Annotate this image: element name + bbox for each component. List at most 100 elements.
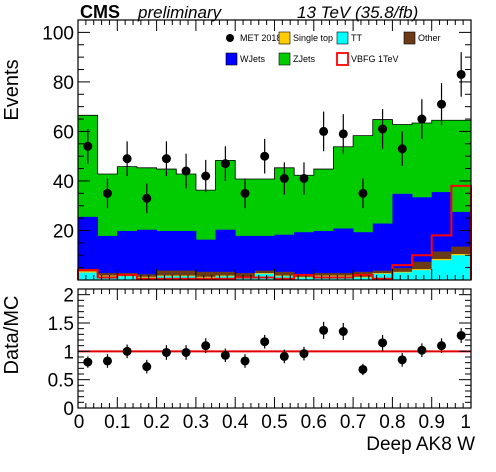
ratio-point-0 bbox=[83, 357, 93, 367]
data-point-5 bbox=[181, 166, 191, 176]
data-point-0 bbox=[83, 141, 93, 151]
stack-bar-tt-11 bbox=[294, 277, 315, 280]
top-ylabel: Events bbox=[1, 59, 23, 120]
legend-label-met-2018: MET 2018 bbox=[240, 33, 281, 43]
signal-line bbox=[77, 184, 472, 280]
x-axis-title: Deep AK8 W bbox=[366, 434, 475, 455]
legend-swatch-wjets bbox=[225, 52, 238, 66]
stack-bar-wjets-3 bbox=[136, 229, 157, 280]
stack-bar-tt-0 bbox=[78, 272, 99, 280]
ratio-xtick-label-0.4: 0.4 bbox=[222, 412, 249, 433]
ratio-xtick-label-0.7: 0.7 bbox=[340, 412, 366, 433]
legend-marker-met-2018 bbox=[226, 34, 234, 42]
stack-bar-wjets-8 bbox=[235, 235, 256, 280]
data-point-12 bbox=[319, 126, 329, 136]
ratio-ytick-label-2: 2 bbox=[63, 286, 74, 307]
stack-bar-wjets-12 bbox=[313, 230, 334, 280]
data-point-13 bbox=[338, 129, 348, 139]
stack-bar-tt-14 bbox=[353, 277, 374, 280]
ratio-point-4 bbox=[161, 347, 171, 357]
data-point-8 bbox=[240, 188, 250, 198]
ratio-point-16 bbox=[397, 355, 407, 365]
data-point-11 bbox=[299, 173, 309, 183]
data-point-18 bbox=[437, 99, 447, 109]
top-ytick-label-60: 60 bbox=[53, 122, 74, 143]
stack-bar-wjets-6 bbox=[195, 239, 216, 280]
ratio-point-11 bbox=[299, 349, 309, 359]
ratio-xtick-label-0.2: 0.2 bbox=[143, 412, 169, 433]
data-point-7 bbox=[220, 159, 230, 169]
ratio-xtick-label-0.6: 0.6 bbox=[301, 412, 327, 433]
stack-bar-wjets-2 bbox=[117, 230, 138, 280]
stack-bar-tt-18 bbox=[431, 260, 452, 280]
data-point-1 bbox=[102, 188, 112, 198]
ratio-point-15 bbox=[378, 338, 388, 348]
data-point-2 bbox=[122, 154, 132, 164]
ratio-point-7 bbox=[220, 350, 230, 360]
ratio-frame bbox=[77, 288, 472, 409]
ratio-point-17 bbox=[417, 345, 427, 355]
bottom-ylabel: Data/MC bbox=[1, 296, 23, 375]
legend-label-wjets: WJets bbox=[240, 54, 266, 64]
ratio-point-2 bbox=[122, 346, 132, 356]
legend-swatch-other bbox=[403, 31, 416, 45]
experiment-label: CMS bbox=[80, 2, 120, 22]
stack-bar-wjets-10 bbox=[274, 234, 295, 280]
legend-label-zjets: ZJets bbox=[293, 54, 316, 64]
ratio-ytick-label-0: 0 bbox=[63, 399, 74, 420]
legend: MET 2018 Single top TT Other WJets ZJets VBFG … bbox=[225, 31, 441, 66]
top-ytick-label-80: 80 bbox=[53, 73, 74, 94]
ratio-point-9 bbox=[260, 337, 270, 347]
ratio-point-5 bbox=[181, 347, 191, 357]
ratio-ytick-label-1: 1 bbox=[63, 342, 74, 363]
ratio-xtick-label-0.3: 0.3 bbox=[183, 412, 209, 433]
ratio-point-6 bbox=[201, 341, 211, 351]
stack-bar-tt-15 bbox=[372, 273, 393, 280]
stack-bar-wjets-7 bbox=[215, 229, 236, 280]
legend-swatch-single-top bbox=[278, 31, 291, 45]
ratio-ytick-label-0.5: 0.5 bbox=[48, 371, 74, 392]
status-label: preliminary bbox=[137, 3, 223, 22]
top-ytick-label-100: 100 bbox=[42, 23, 74, 44]
legend-swatch-vbfg-1tev bbox=[336, 52, 349, 66]
data-point-14 bbox=[358, 188, 368, 198]
ratio-point-3 bbox=[142, 362, 152, 372]
ratio-point-18 bbox=[437, 341, 447, 351]
stack-bar-wjets-5 bbox=[176, 230, 197, 280]
stack-bar-wjets-15 bbox=[372, 223, 393, 280]
legend-label-tt: TT bbox=[351, 33, 362, 43]
data-point-4 bbox=[161, 154, 171, 164]
ratio-point-1 bbox=[102, 356, 112, 366]
ratio-point-10 bbox=[279, 351, 289, 361]
stack-total-outline bbox=[77, 114, 471, 280]
legend-label-single-top: Single top bbox=[293, 33, 333, 43]
ratio-xtick-label-0.5: 0.5 bbox=[261, 412, 287, 433]
ratio-point-14 bbox=[358, 364, 368, 374]
stack-bar-wjets-17 bbox=[412, 197, 433, 280]
stack-bar-wjets-11 bbox=[294, 232, 315, 280]
stack-bar-other-6 bbox=[195, 271, 216, 280]
stack-bar-wjets-4 bbox=[156, 230, 177, 280]
stack-bar-other-5 bbox=[176, 270, 197, 280]
ratio-xtick-label-0.9: 0.9 bbox=[418, 412, 444, 433]
legend-swatch-zjets bbox=[278, 52, 291, 66]
ratio-xtick-label-0.8: 0.8 bbox=[379, 412, 405, 433]
stack-bar-tt-19 bbox=[451, 255, 472, 280]
data-point-3 bbox=[142, 193, 152, 203]
ratio-point-13 bbox=[338, 327, 348, 336]
stack-bar-wjets-13 bbox=[333, 228, 354, 280]
data-point-19 bbox=[456, 69, 466, 79]
stack-bar-wjets-16 bbox=[392, 193, 413, 280]
stack-bar-other-4 bbox=[156, 270, 177, 280]
top-ytick-label-20: 20 bbox=[53, 221, 74, 242]
data-point-17 bbox=[417, 114, 427, 124]
data-point-6 bbox=[201, 171, 211, 181]
top-ytick-label-40: 40 bbox=[53, 172, 74, 193]
data-point-9 bbox=[260, 151, 270, 161]
ratio-point-19 bbox=[456, 330, 466, 340]
ratio-xtick-label-0.1: 0.1 bbox=[104, 412, 130, 433]
top-panel: 20 40 60 80 100 bbox=[42, 19, 472, 281]
legend-label-other: Other bbox=[418, 33, 441, 43]
data-point-10 bbox=[279, 173, 289, 183]
